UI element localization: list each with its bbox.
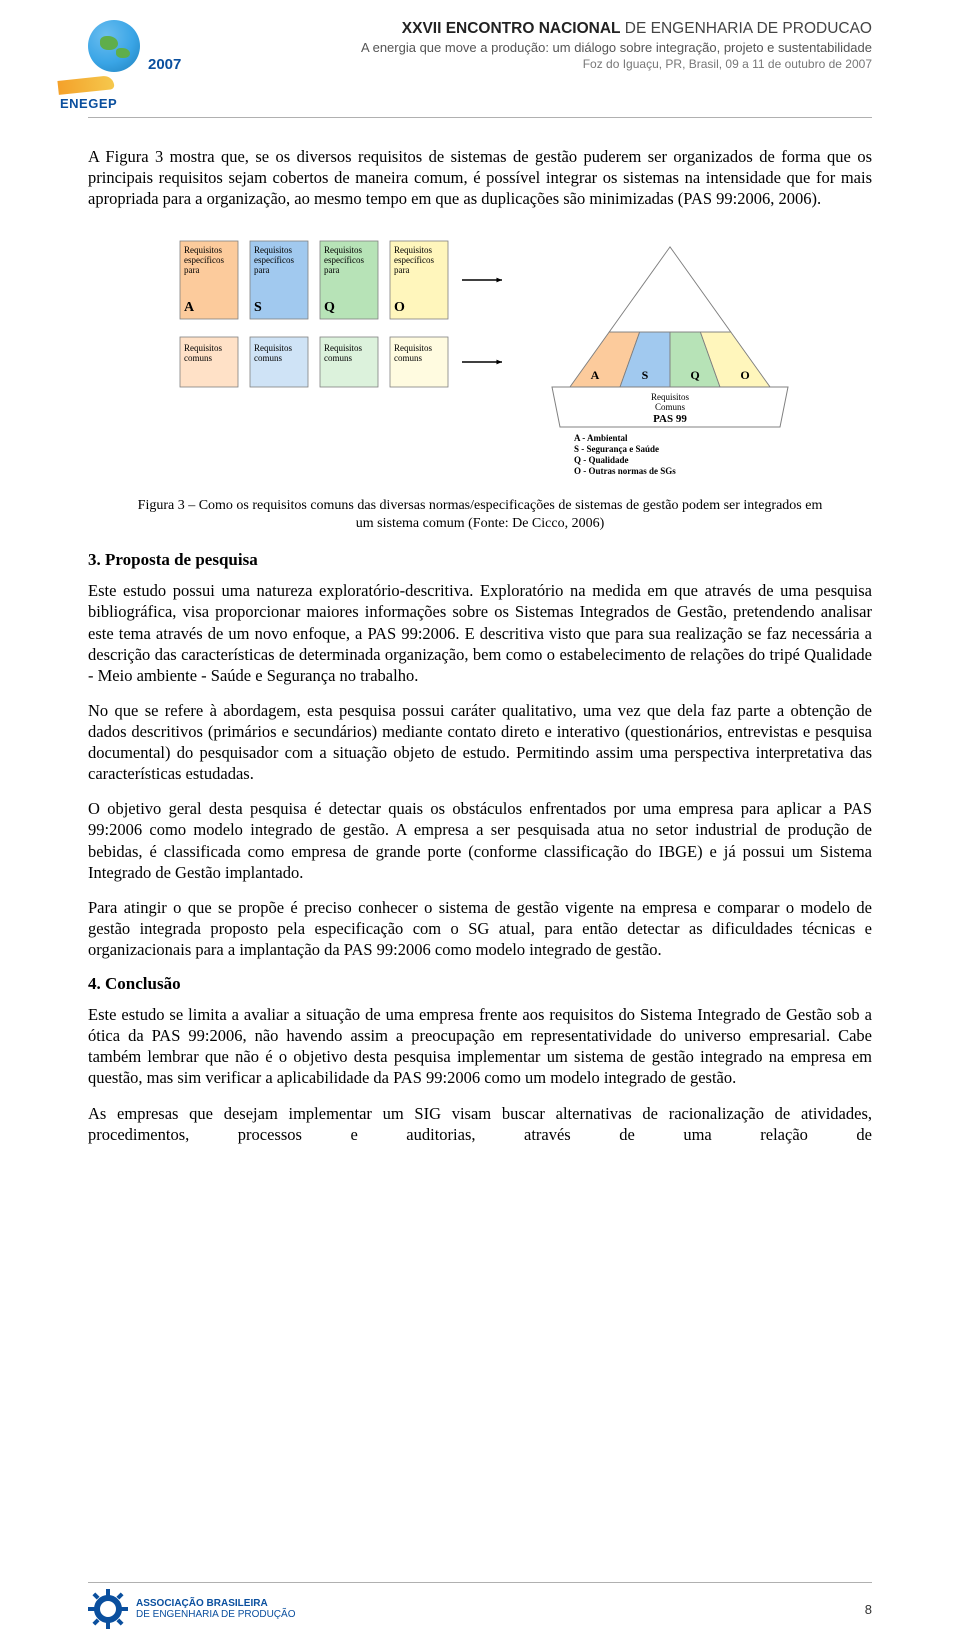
svg-text:O - Outras normas de SGs: O - Outras normas de SGs	[574, 466, 676, 476]
svg-text:específicos: específicos	[394, 255, 434, 265]
svg-text:A - Ambiental: A - Ambiental	[574, 433, 628, 443]
svg-text:S: S	[642, 368, 649, 382]
paragraph-3: No que se refere à abordagem, esta pesqu…	[88, 700, 872, 784]
svg-text:Q: Q	[690, 368, 699, 382]
page-number: 8	[865, 1602, 872, 1617]
svg-text:específicos: específicos	[184, 255, 224, 265]
svg-text:A: A	[184, 300, 195, 315]
svg-text:Requisitos: Requisitos	[254, 245, 293, 255]
title-light: DE ENGENHARIA DE PRODUCAO	[621, 20, 873, 37]
svg-text:para: para	[254, 265, 270, 275]
abepro-line2: DE ENGENHARIA DE PRODUÇÃO	[136, 1609, 295, 1620]
svg-text:para: para	[324, 265, 340, 275]
svg-text:comuns: comuns	[394, 353, 422, 363]
page-header: ENEGEP 2007 XXVII ENCONTRO NACIONAL DE E…	[88, 20, 872, 118]
paragraph-4: O objetivo geral desta pesquisa é detect…	[88, 798, 872, 882]
figure-3-svg: RequisitosespecíficosparaARequisitoscomu…	[170, 227, 790, 487]
abepro-text: ASSOCIAÇÃO BRASILEIRA DE ENGENHARIA DE P…	[136, 1598, 295, 1620]
header-text-block: XXVII ENCONTRO NACIONAL DE ENGENHARIA DE…	[361, 20, 872, 71]
page-footer: ASSOCIAÇÃO BRASILEIRA DE ENGENHARIA DE P…	[88, 1582, 872, 1629]
svg-text:PAS 99: PAS 99	[653, 413, 687, 425]
page: ENEGEP 2007 XXVII ENCONTRO NACIONAL DE E…	[0, 0, 960, 1647]
conference-location: Foz do Iguaçu, PR, Brasil, 09 a 11 de ou…	[361, 57, 872, 71]
svg-text:Q - Qualidade: Q - Qualidade	[574, 455, 629, 465]
conference-title: XXVII ENCONTRO NACIONAL DE ENGENHARIA DE…	[361, 20, 872, 38]
svg-text:comuns: comuns	[324, 353, 352, 363]
globe-icon	[88, 20, 140, 72]
svg-text:específicos: específicos	[324, 255, 364, 265]
section-3-title: 3. Proposta de pesquisa	[88, 550, 872, 570]
logo-year: 2007	[148, 56, 181, 73]
svg-text:S - Segurança e Saúde: S - Segurança e Saúde	[574, 444, 659, 454]
svg-text:para: para	[184, 265, 200, 275]
section-4-title: 4. Conclusão	[88, 974, 872, 994]
abepro-logo: ASSOCIAÇÃO BRASILEIRA DE ENGENHARIA DE P…	[88, 1589, 295, 1629]
svg-text:comuns: comuns	[254, 353, 282, 363]
svg-text:Requisitos: Requisitos	[324, 343, 363, 353]
svg-text:Comuns: Comuns	[655, 402, 686, 412]
figure-3: RequisitosespecíficosparaARequisitoscomu…	[88, 227, 872, 487]
svg-text:O: O	[394, 300, 405, 315]
svg-text:S: S	[254, 300, 262, 315]
svg-text:Q: Q	[324, 300, 335, 315]
swoosh-icon	[57, 75, 114, 95]
svg-text:Requisitos: Requisitos	[184, 343, 223, 353]
paragraph-intro: A Figura 3 mostra que, se os diversos re…	[88, 146, 872, 209]
conference-logo: ENEGEP 2007	[88, 20, 181, 111]
svg-text:A: A	[591, 368, 600, 382]
logo-text: ENEGEP	[60, 96, 140, 111]
title-bold: XXVII ENCONTRO NACIONAL	[402, 20, 621, 37]
paragraph-6: Este estudo se limita a avaliar a situaç…	[88, 1004, 872, 1088]
conference-subtitle: A energia que move a produção: um diálog…	[361, 40, 872, 55]
paragraph-7: As empresas que desejam implementar um S…	[88, 1103, 872, 1145]
svg-text:para: para	[394, 265, 410, 275]
paragraph-5: Para atingir o que se propõe é preciso c…	[88, 897, 872, 960]
svg-text:Requisitos: Requisitos	[651, 392, 690, 402]
paragraph-2: Este estudo possui uma natureza explorat…	[88, 580, 872, 686]
figure-3-caption: Figura 3 – Como os requisitos comuns das…	[130, 497, 830, 532]
svg-text:Requisitos: Requisitos	[254, 343, 293, 353]
svg-text:Requisitos: Requisitos	[394, 245, 433, 255]
svg-text:comuns: comuns	[184, 353, 212, 363]
gear-icon	[88, 1589, 128, 1629]
svg-text:Requisitos: Requisitos	[394, 343, 433, 353]
svg-text:específicos: específicos	[254, 255, 294, 265]
abepro-line1: ASSOCIAÇÃO BRASILEIRA	[136, 1598, 295, 1609]
svg-text:Requisitos: Requisitos	[324, 245, 363, 255]
svg-text:Requisitos: Requisitos	[184, 245, 223, 255]
svg-text:O: O	[740, 368, 749, 382]
